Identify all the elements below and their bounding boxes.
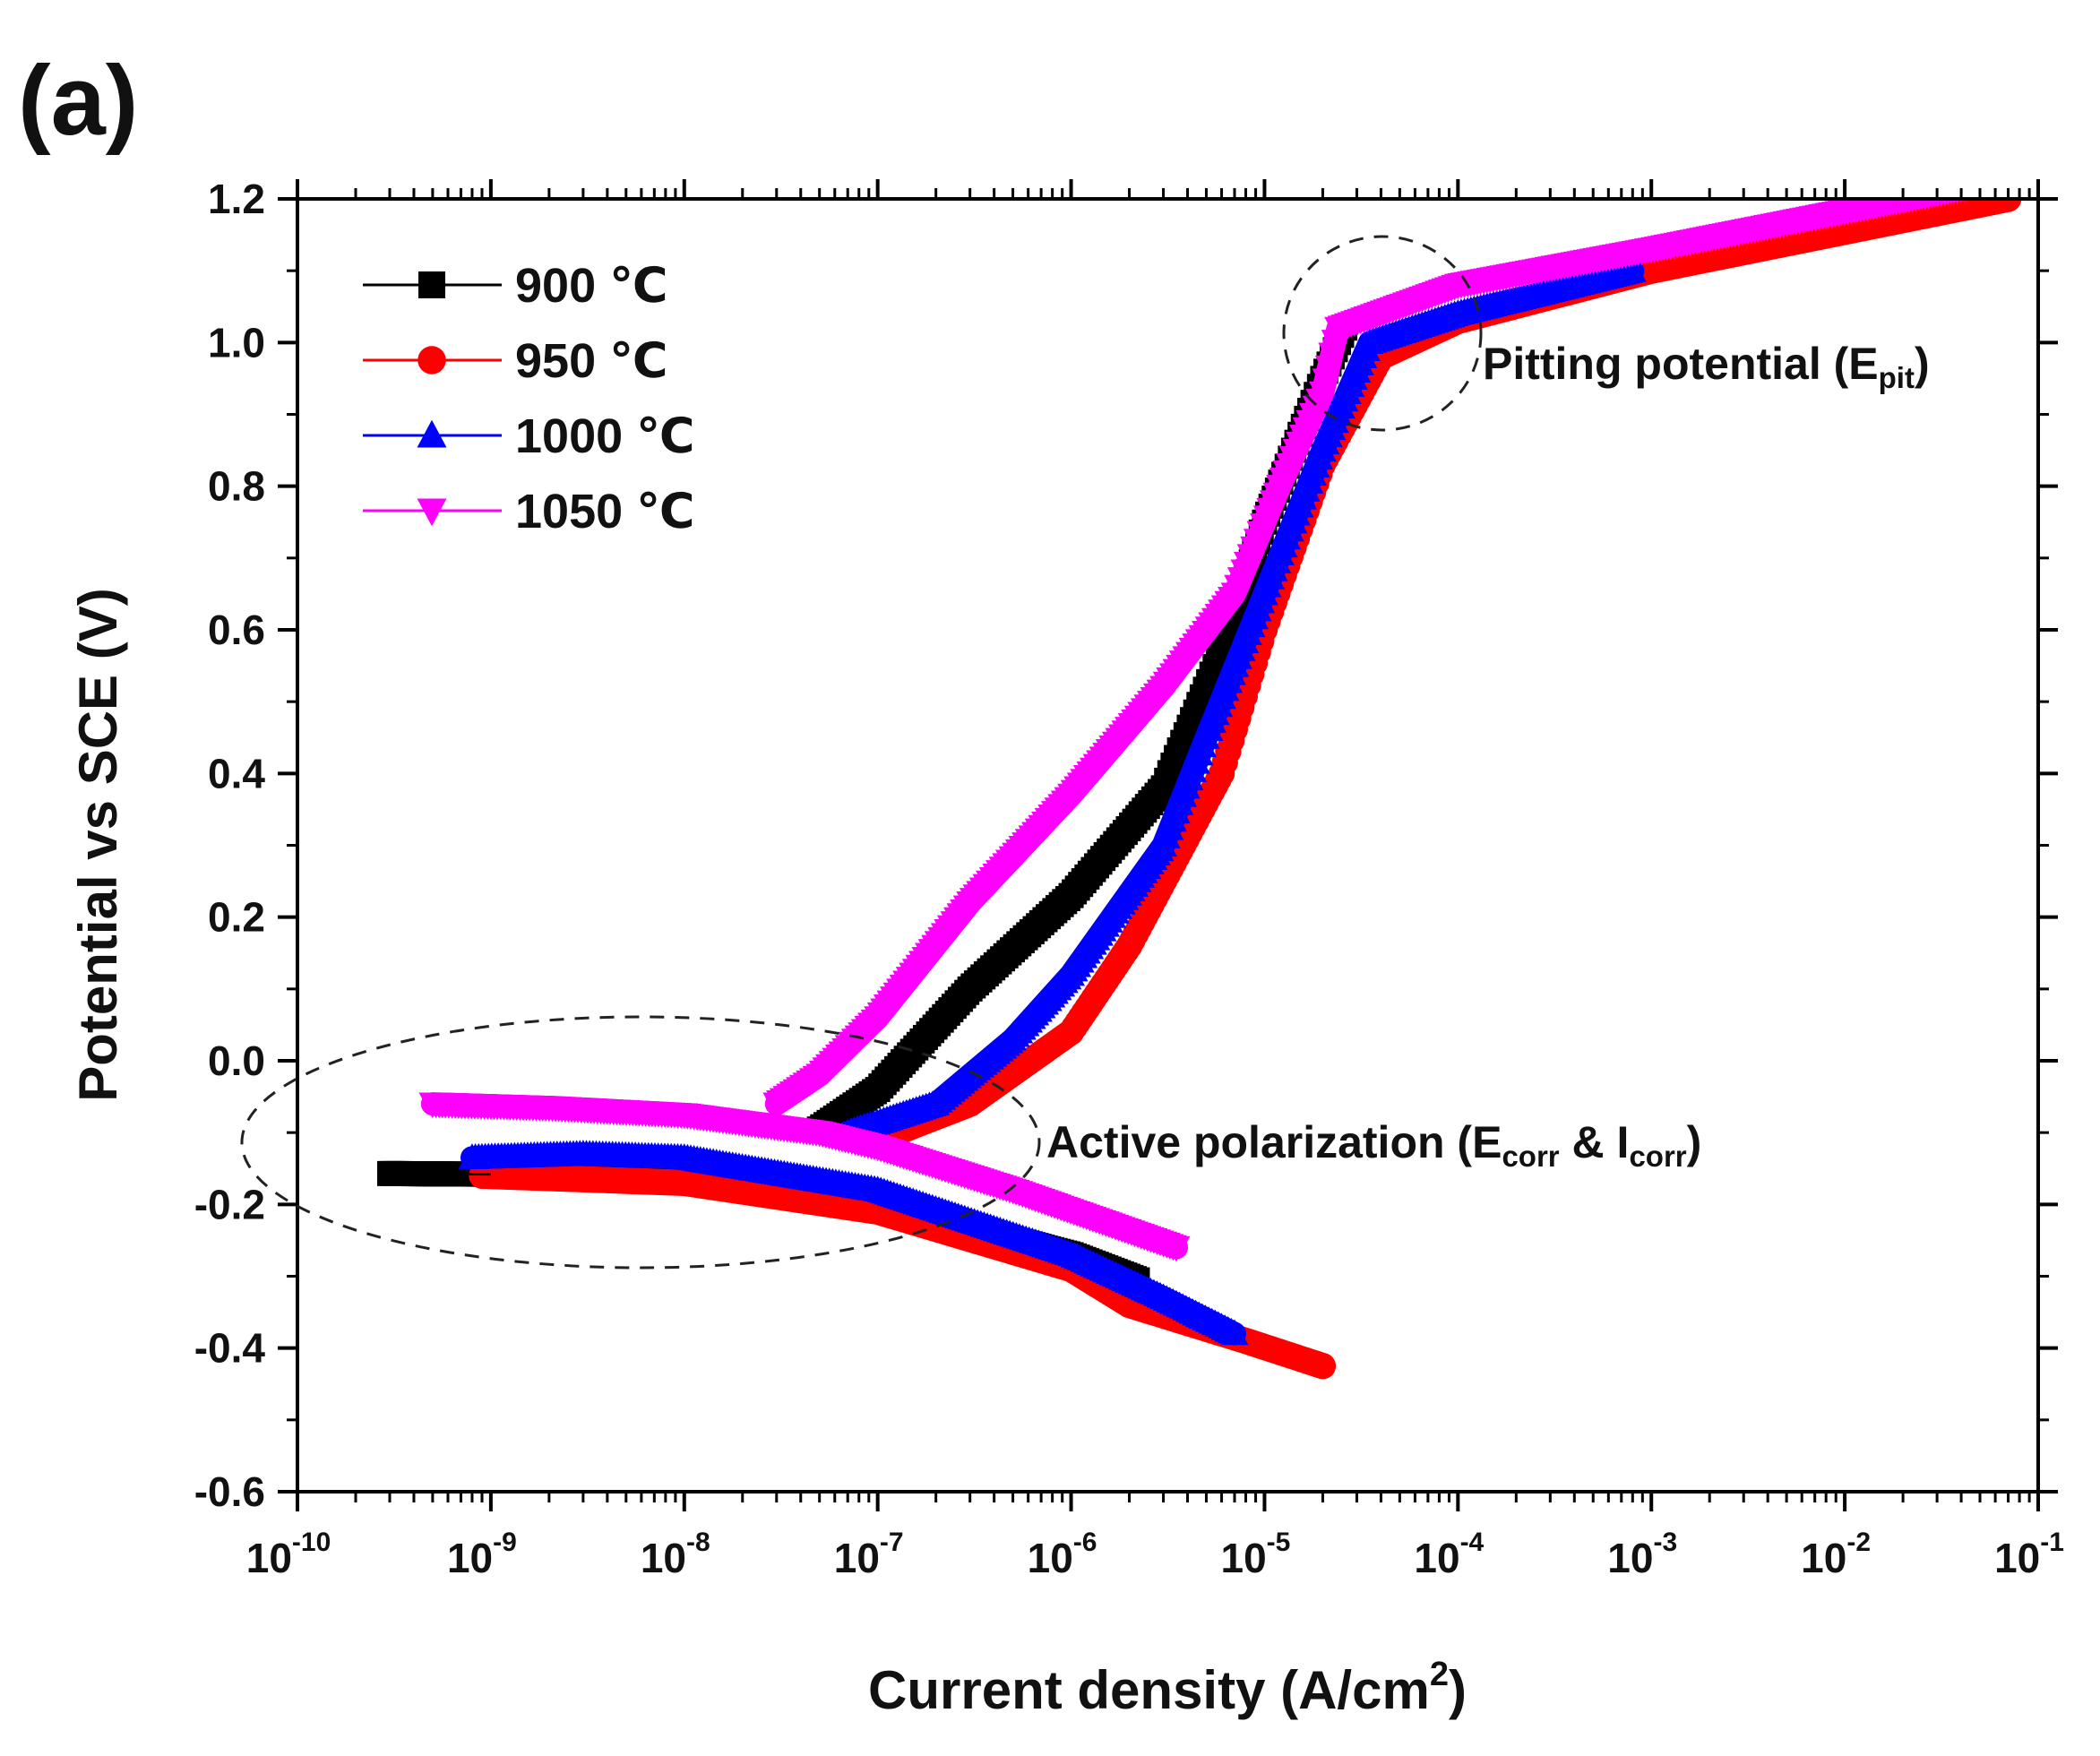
x-tick-label-exp: -3 [1653,1528,1677,1557]
x-tick-label-exp: -5 [1267,1528,1291,1557]
series-3-cathodic-point-231 [1162,1235,1191,1262]
y-tick-label-9: -0.6 [194,1468,265,1515]
ticks-layer [278,179,2058,1511]
x-tick-label-exp: -1 [2040,1528,2064,1557]
y-tick-label-6: 0.0 [208,1037,265,1084]
y-tick-label-4: 0.4 [208,750,265,796]
legend-marker-1 [417,346,446,374]
active-annotation-sub: corr [1502,1140,1559,1173]
panel-label: (a) [18,46,138,156]
y-tick-label-3: 0.6 [208,607,265,653]
x-tick-label-exp: -8 [686,1528,710,1557]
pitting-ellipse [1282,235,1483,432]
x-tick-label-7: 10-3 [1607,1528,1677,1581]
y-tick-label-7: -0.2 [194,1181,265,1227]
x-tick-label-exp: -4 [1460,1528,1485,1557]
active-annotation-text: Active polarization (E [1046,1117,1502,1167]
y-tick-label-1: 1.0 [208,319,265,366]
pitting-annotation-sub: pit [1879,361,1915,394]
x-tick-label-0: 10-10 [246,1528,331,1581]
legend-label-2: 1000 ℃ [515,409,695,463]
series-0-lead-line [389,1172,491,1176]
x-tick-label-1: 10-9 [447,1528,517,1581]
series-1-anodic-point-351 [1994,199,2022,212]
series-1-cathodic-point-261 [1309,1353,1337,1380]
series-3-anodic-point-372 [1975,199,1977,200]
x-tick-label-base: 10 [1801,1535,1846,1581]
pitting-annotation: Pitting potential (Epit) [1483,339,1930,394]
x-tick-label-9: 10-1 [1994,1528,2064,1581]
x-tick-label-exp: -10 [292,1528,331,1557]
x-tick-label-5: 10-5 [1221,1528,1291,1581]
x-tick-label-8: 10-2 [1801,1528,1871,1581]
x-tick-label-exp: -9 [493,1528,517,1557]
x-tick-label-6: 10-4 [1414,1528,1484,1581]
active-annotation-mid: & I [1560,1117,1630,1167]
active-polarization-annotation: Active polarization (Ecorr & Icorr) [1046,1117,1701,1173]
y-axis-title: Potential vs SCE (V) [68,588,128,1101]
legend-label-3: 1050 ℃ [515,485,695,538]
y-tick-label-8: -0.4 [194,1325,266,1372]
pitting-annotation-text: Pitting potential (E [1483,339,1879,389]
y-tick-label-2: 0.8 [208,463,265,510]
x-tick-label-base: 10 [1221,1535,1267,1581]
x-tick-label-4: 10-6 [1028,1528,1097,1581]
x-axis-title-text: Current density (A/cm [868,1660,1430,1720]
legend-marker-2 [417,419,447,448]
y-tick-label-0: 1.2 [208,176,265,222]
x-tick-label-base: 10 [1994,1535,2040,1581]
x-tick-label-base: 10 [1028,1535,1073,1581]
active-annotation-sub2: corr [1629,1140,1686,1173]
active-polarization-ellipse [240,1015,1041,1270]
legend-label-1: 950 ℃ [515,334,668,388]
legend-marker-3 [417,498,447,527]
series-3 [418,199,1981,1262]
x-tick-label-base: 10 [246,1535,292,1581]
x-axis-title-sup: 2 [1430,1656,1449,1693]
series-layer [377,199,2022,1380]
x-tick-label-2: 10-8 [641,1528,710,1581]
series-3-anodic-point-170 [1312,368,1340,395]
y-tick-labels: 1.2 1.0 0.8 0.6 0.4 0.2 0.0 -0.2 -0.4 -0.6 [194,176,266,1515]
x-tick-label-exp: -7 [880,1528,904,1557]
x-tick-label-base: 10 [834,1535,880,1581]
series-2-cathodic-point-236 [1220,1319,1249,1346]
x-axis-title-close: ) [1449,1660,1467,1720]
x-tick-labels: 10-10 10-9 10-8 10-7 10-6 10-5 10-4 10-3 10-2 10-… [246,1528,2064,1581]
x-tick-label-exp: -6 [1073,1528,1097,1557]
legend-label-0: 900 ℃ [515,259,668,313]
x-axis-title: Current density (A/cm2) [868,1656,1467,1720]
pitting-annotation-close: ) [1915,339,1930,389]
series-3-anodic-point-171 [1314,355,1343,382]
x-tick-label-exp: -2 [1846,1528,1871,1557]
y-tick-label-5: 0.2 [208,894,265,941]
x-tick-label-base: 10 [447,1535,493,1581]
x-tick-label-base: 10 [1414,1535,1459,1581]
active-annotation-close: ) [1687,1117,1702,1167]
series-2 [458,256,1647,1346]
series-3-anodic-point-169 [1309,381,1337,408]
series-3-anodic-point-371 [1973,199,1975,201]
x-tick-label-base: 10 [1607,1535,1653,1581]
x-tick-label-3: 10-7 [834,1528,904,1581]
legend: 900 ℃ 950 ℃ 1000 ℃ 1050 ℃ [363,259,695,538]
series-2-anodic-point-243 [1618,256,1647,282]
legend-marker-0 [418,271,445,298]
x-tick-label-base: 10 [641,1535,686,1581]
series-3-anodic-point-172 [1318,342,1347,369]
